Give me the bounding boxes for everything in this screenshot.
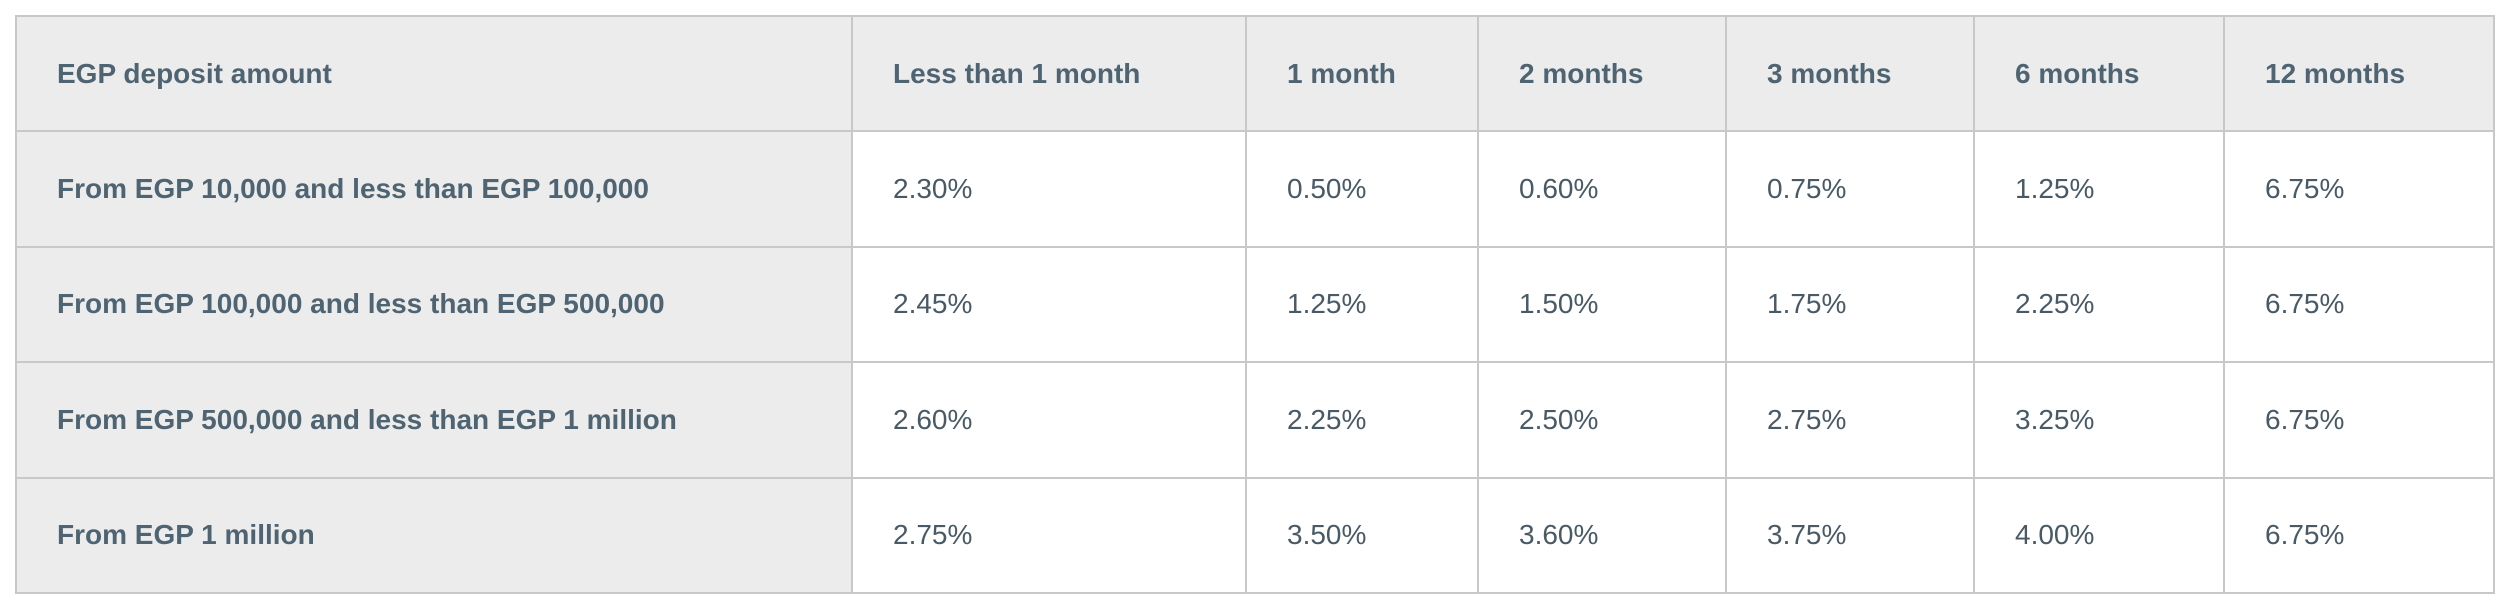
rate-cell: 2.75%	[851, 476, 1247, 594]
rate-cell: 0.50%	[1245, 130, 1479, 248]
rate-cell: 3.50%	[1245, 476, 1479, 594]
rate-cell: 3.75%	[1725, 476, 1975, 594]
rate-cell: 6.75%	[2223, 245, 2495, 363]
rate-cell: 6.75%	[2223, 361, 2495, 479]
header-3-months: 3 months	[1725, 15, 1975, 132]
rate-cell: 2.30%	[851, 130, 1247, 248]
rate-cell: 1.50%	[1477, 245, 1727, 363]
rate-cell: 6.75%	[2223, 130, 2495, 248]
rate-cell: 6.75%	[2223, 476, 2495, 594]
row-label: From EGP 500,000 and less than EGP 1 mil…	[15, 361, 853, 479]
row-label: From EGP 100,000 and less than EGP 500,0…	[15, 245, 853, 363]
rate-cell: 2.60%	[851, 361, 1247, 479]
header-6-months: 6 months	[1973, 15, 2225, 132]
row-label: From EGP 10,000 and less than EGP 100,00…	[15, 130, 853, 248]
rate-cell: 4.00%	[1973, 476, 2225, 594]
table-row: From EGP 10,000 and less than EGP 100,00…	[15, 130, 2495, 248]
table-row: From EGP 1 million 2.75% 3.50% 3.60% 3.7…	[15, 476, 2495, 594]
rate-cell: 2.45%	[851, 245, 1247, 363]
rate-cell: 3.25%	[1973, 361, 2225, 479]
rate-cell: 2.50%	[1477, 361, 1727, 479]
header-1-month: 1 month	[1245, 15, 1479, 132]
rate-cell: 0.60%	[1477, 130, 1727, 248]
table-header-row: EGP deposit amount Less than 1 month 1 m…	[15, 15, 2495, 132]
deposit-rates-table: EGP deposit amount Less than 1 month 1 m…	[15, 15, 2495, 594]
rate-cell: 1.75%	[1725, 245, 1975, 363]
rate-cell: 1.25%	[1245, 245, 1479, 363]
rate-cell: 2.25%	[1973, 245, 2225, 363]
header-2-months: 2 months	[1477, 15, 1727, 132]
header-deposit-amount: EGP deposit amount	[15, 15, 853, 132]
rate-cell: 1.25%	[1973, 130, 2225, 248]
rate-cell: 2.75%	[1725, 361, 1975, 479]
header-12-months: 12 months	[2223, 15, 2495, 132]
rate-cell: 0.75%	[1725, 130, 1975, 248]
header-less-than-1-month: Less than 1 month	[851, 15, 1247, 132]
rate-cell: 2.25%	[1245, 361, 1479, 479]
table-row: From EGP 500,000 and less than EGP 1 mil…	[15, 361, 2495, 479]
rate-cell: 3.60%	[1477, 476, 1727, 594]
table-row: From EGP 100,000 and less than EGP 500,0…	[15, 245, 2495, 363]
row-label: From EGP 1 million	[15, 476, 853, 594]
rates-table-container: EGP deposit amount Less than 1 month 1 m…	[15, 15, 2495, 594]
